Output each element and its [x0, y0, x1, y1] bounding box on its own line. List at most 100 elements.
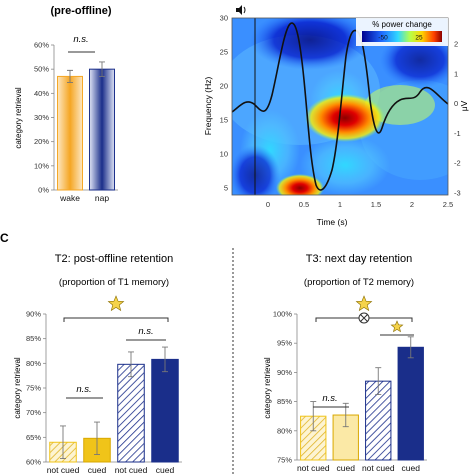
c3-ytick-label: 100% — [273, 310, 293, 319]
t2-ylabel: category retrieval — [13, 357, 22, 419]
interaction-icon — [358, 312, 370, 324]
c2-bar — [117, 363, 145, 463]
c2-ytick-label: 70% — [26, 408, 41, 417]
heatmap-right-tick-label: 2 — [454, 40, 458, 49]
c2-bar — [151, 358, 179, 463]
t2-ns-right: n.s. — [138, 326, 153, 337]
c2-error-bar — [128, 351, 134, 378]
c2-error-bar — [94, 421, 100, 456]
colorbar-title: % power change — [372, 20, 432, 29]
c2-error-bar — [60, 425, 66, 459]
heatmap-ytick-label: 5 — [224, 184, 228, 193]
panel-t3: T3: next day retention (proportion of T2… — [263, 253, 427, 473]
heatmap-ytick-label: 15 — [220, 116, 228, 125]
c3-ytick-label: 80% — [277, 426, 292, 435]
c3-error-bar — [407, 336, 414, 359]
c2-ytick-label: 65% — [26, 433, 41, 442]
c2-category-label: not cued — [115, 465, 148, 474]
c2-category-label: cued — [156, 465, 175, 474]
c2-ytick-label: 60% — [26, 458, 41, 467]
erp-waveform — [232, 22, 448, 191]
c2-category-label: cued — [88, 465, 107, 474]
t2-subtitle: (proportion of T1 memory) — [59, 277, 169, 288]
a-bar — [89, 68, 115, 191]
t3-ns-left: n.s. — [322, 393, 337, 404]
a-ytick-label: 50% — [34, 65, 49, 74]
c3-category-label: not cued — [297, 463, 330, 473]
speaker-icon — [236, 5, 246, 15]
t3-bars — [300, 336, 424, 461]
heatmap-x-axis: 0 0.5 1 1.5 2 2.5 — [266, 200, 453, 209]
c3-ytick-label: 95% — [277, 339, 292, 348]
heatmap-xtick-label: 0.5 — [299, 200, 309, 209]
c3-bar — [397, 346, 424, 461]
a-bar — [57, 75, 83, 191]
c2-ytick-label: 90% — [26, 310, 41, 319]
pre-offline-ns-label: n.s. — [73, 34, 88, 45]
t3-title: T3: next day retention — [306, 253, 412, 265]
heatmap-ytick-label: 20 — [220, 82, 228, 91]
heatmap-right-tick-label: -2 — [454, 159, 461, 168]
t2-star-icon — [107, 295, 125, 312]
pre-offline-ylabel: category retrieval — [14, 87, 23, 149]
heatmap-ytick-label: 25 — [220, 48, 228, 57]
colorbar-tick-low: -50 — [378, 35, 388, 42]
c3-category-label: not cued — [362, 463, 395, 473]
heatmap-y-axis: 5 10 15 20 25 30 — [220, 14, 228, 193]
t3-x-axis: not cued cued not cued cued — [297, 463, 420, 473]
a-ytick-label: 40% — [34, 89, 49, 98]
c3-error-bar — [375, 367, 382, 396]
heatmap-right-tick-label: 0 — [454, 99, 458, 108]
heatmap-xtick-label: 1.5 — [371, 200, 381, 209]
c3-category-label: cued — [337, 463, 356, 473]
heatmap-right-axis: 2 1 0 -1 -2 -3 — [454, 40, 461, 198]
heatmap-xtick-label: 0 — [266, 200, 270, 209]
a-error-bar — [99, 61, 105, 77]
pre-offline-title: (pre-offline) — [50, 5, 111, 17]
pre-offline-x-axis: wake nap — [59, 193, 109, 203]
heatmap-ytick-label: 30 — [220, 14, 228, 23]
t2-bars — [49, 346, 179, 463]
c2-ytick-label: 85% — [26, 334, 41, 343]
a-category-label: nap — [95, 193, 109, 203]
colorbar-gradient — [362, 31, 442, 42]
panel-t2: T2: post-offline retention (proportion o… — [13, 253, 182, 474]
c2-error-bar — [162, 346, 168, 373]
heatmap-xtick-label: 2.5 — [443, 200, 453, 209]
a-ytick-label: 60% — [34, 41, 49, 50]
a-error-bar — [67, 69, 73, 83]
t3-star-icon — [355, 295, 373, 312]
t3-star-small-icon — [390, 320, 404, 333]
c2-ytick-label: 80% — [26, 359, 41, 368]
panel-c-label: C — [0, 231, 9, 245]
a-ytick-label: 30% — [34, 113, 49, 122]
c3-ytick-label: 90% — [277, 368, 292, 377]
c3-category-label: cued — [402, 463, 421, 473]
t3-ylabel: category retrieval — [263, 357, 272, 419]
t2-title: T2: post-offline retention — [55, 253, 173, 265]
heatmap-xlabel: Time (s) — [317, 217, 348, 227]
heatmap-ytick-label: 10 — [220, 150, 228, 159]
colorbar-tick-high: 25 — [415, 35, 423, 42]
c2-category-label: not cued — [47, 465, 80, 474]
heatmap-right-tick-label: 1 — [454, 69, 458, 78]
pre-offline-bars — [57, 61, 115, 191]
t3-subtitle: (proportion of T2 memory) — [304, 277, 414, 288]
heatmap-right-label: μV — [459, 100, 469, 111]
a-ytick-label: 20% — [34, 137, 49, 146]
c3-ytick-label: 75% — [277, 456, 292, 465]
t2-x-axis: not cued cued not cued cued — [47, 465, 175, 474]
a-ytick-label: 0% — [38, 186, 49, 195]
heatmap-right-tick-label: -3 — [454, 189, 461, 198]
c2-ytick-label: 75% — [26, 384, 41, 393]
panel-time-frequency: % power change -50 25 Frequency (Hz) μV … — [203, 5, 469, 227]
heatmap-frame — [231, 17, 449, 196]
heatmap-ylabel: Frequency (Hz) — [203, 77, 213, 136]
heatmap-right-tick-label: -1 — [454, 129, 461, 138]
heatmap-area — [232, 18, 448, 195]
c3-error-bar — [310, 401, 317, 432]
colorbar: % power change -50 25 — [356, 18, 448, 46]
heatmap-xtick-label: 2 — [410, 200, 414, 209]
heatmap-xtick-label: 1 — [338, 200, 342, 209]
